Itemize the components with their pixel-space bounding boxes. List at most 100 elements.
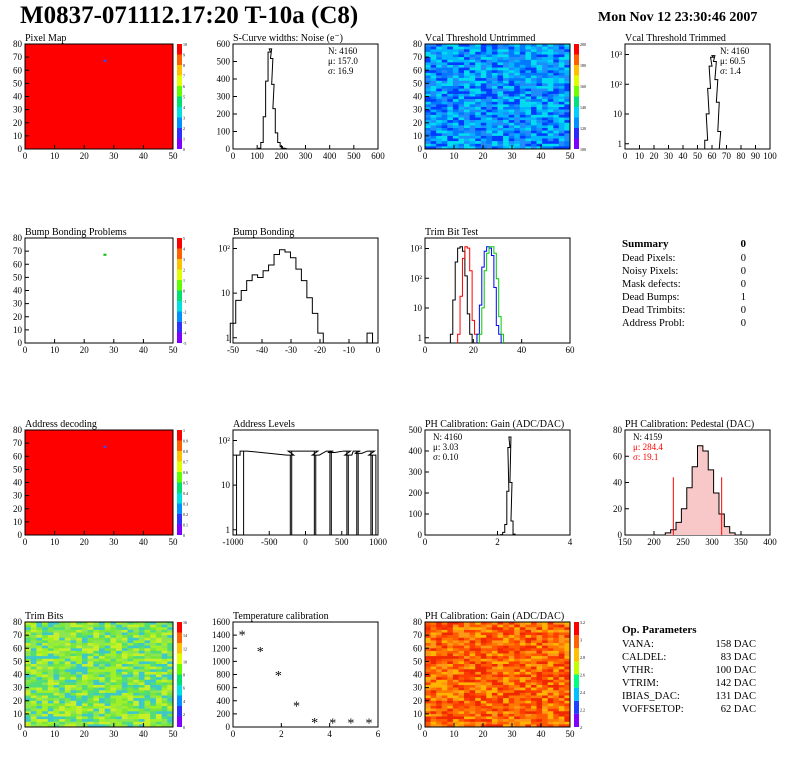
map-cell bbox=[447, 648, 454, 652]
map-cell bbox=[81, 677, 88, 680]
map-cell bbox=[514, 130, 521, 134]
map-cell bbox=[491, 141, 498, 144]
z-scale-cell bbox=[177, 632, 182, 643]
map-cell bbox=[47, 677, 54, 680]
map-cell bbox=[87, 690, 94, 694]
map-cell bbox=[110, 690, 117, 694]
map-cell bbox=[508, 67, 515, 71]
map-cell bbox=[503, 70, 509, 74]
map-cell bbox=[104, 708, 111, 712]
map-cell bbox=[458, 128, 465, 131]
map-cell bbox=[161, 624, 168, 628]
map-cell bbox=[547, 128, 554, 131]
y-tick-label: 400 bbox=[217, 74, 231, 84]
map-cell bbox=[547, 44, 554, 47]
map-cell bbox=[76, 624, 83, 628]
map-cell bbox=[161, 622, 168, 625]
map-cell bbox=[104, 721, 111, 725]
map-cell bbox=[150, 643, 157, 646]
map-cell bbox=[430, 135, 437, 139]
map-cell bbox=[87, 724, 94, 728]
map-cell bbox=[514, 624, 521, 628]
map-cell bbox=[525, 629, 532, 633]
map-cell bbox=[564, 104, 571, 108]
map-cell bbox=[564, 107, 571, 110]
map-cell bbox=[536, 72, 543, 76]
map-cell bbox=[452, 46, 459, 50]
map-cell bbox=[547, 643, 554, 646]
map-cell bbox=[519, 661, 526, 665]
map-cell bbox=[155, 637, 162, 641]
x-tick-label: 400 bbox=[763, 537, 777, 547]
map-cell bbox=[53, 653, 60, 657]
map-cell bbox=[475, 67, 482, 71]
map-cell bbox=[452, 128, 459, 131]
map-cell bbox=[486, 648, 493, 652]
map-cell bbox=[464, 637, 470, 641]
map-cell bbox=[441, 643, 448, 646]
map-cell bbox=[542, 629, 548, 633]
map-cell bbox=[475, 703, 482, 707]
map-cell bbox=[486, 698, 493, 701]
map-cell bbox=[47, 721, 54, 725]
x-tick-label: 500 bbox=[347, 151, 361, 161]
map-cell bbox=[93, 669, 100, 673]
map-cell bbox=[503, 622, 509, 625]
map-cell bbox=[519, 711, 526, 715]
z-tick-label: 7 bbox=[183, 74, 185, 79]
z-scale-cell bbox=[177, 301, 182, 312]
map-cell bbox=[99, 653, 105, 657]
map-cell bbox=[430, 698, 437, 701]
map-cell bbox=[452, 135, 459, 139]
map-cell bbox=[133, 637, 140, 641]
map-cell bbox=[458, 698, 465, 701]
map-cell bbox=[519, 648, 526, 652]
map-cell bbox=[161, 687, 168, 691]
map-cell bbox=[47, 643, 54, 646]
map-cell bbox=[161, 698, 168, 701]
map-cell bbox=[486, 107, 493, 110]
map-cell bbox=[491, 75, 498, 79]
map-cell bbox=[480, 700, 487, 704]
map-cell bbox=[508, 632, 515, 636]
parameters-title: Op. Parameters bbox=[622, 624, 697, 636]
map-cell bbox=[458, 622, 465, 625]
map-cell bbox=[167, 632, 174, 636]
map-cell bbox=[430, 671, 437, 675]
map-cell bbox=[447, 656, 454, 659]
map-cell bbox=[536, 54, 543, 58]
map-cell bbox=[547, 117, 554, 121]
map-cell bbox=[441, 99, 448, 102]
map-cell bbox=[503, 138, 509, 142]
map-cell bbox=[542, 117, 548, 121]
map-cell bbox=[138, 679, 145, 683]
map-cell bbox=[525, 640, 532, 644]
map-cell bbox=[547, 99, 554, 102]
map-cell bbox=[458, 78, 465, 81]
map-cell bbox=[25, 692, 31, 696]
map-cell bbox=[150, 719, 157, 722]
map-cell bbox=[491, 117, 498, 121]
map-cell bbox=[430, 664, 437, 667]
map-cell bbox=[525, 80, 532, 84]
map-cell bbox=[558, 80, 565, 84]
map-cell bbox=[138, 666, 145, 670]
map-cell bbox=[519, 44, 526, 47]
map-cell bbox=[104, 677, 111, 680]
map-cell bbox=[525, 143, 532, 147]
map-cell bbox=[121, 632, 128, 636]
map-cell bbox=[486, 700, 493, 704]
map-cell bbox=[116, 661, 123, 665]
map-cell bbox=[525, 104, 532, 108]
map-cell bbox=[497, 59, 504, 63]
map-cell bbox=[425, 46, 431, 50]
map-cell bbox=[458, 44, 465, 47]
map-cell bbox=[519, 120, 526, 123]
map-cell bbox=[30, 692, 37, 696]
map-cell bbox=[469, 91, 476, 95]
map-cell bbox=[93, 658, 100, 662]
map-cell bbox=[464, 49, 470, 53]
map-cell bbox=[497, 133, 504, 137]
map-cell bbox=[486, 104, 493, 108]
map-cell bbox=[161, 708, 168, 712]
